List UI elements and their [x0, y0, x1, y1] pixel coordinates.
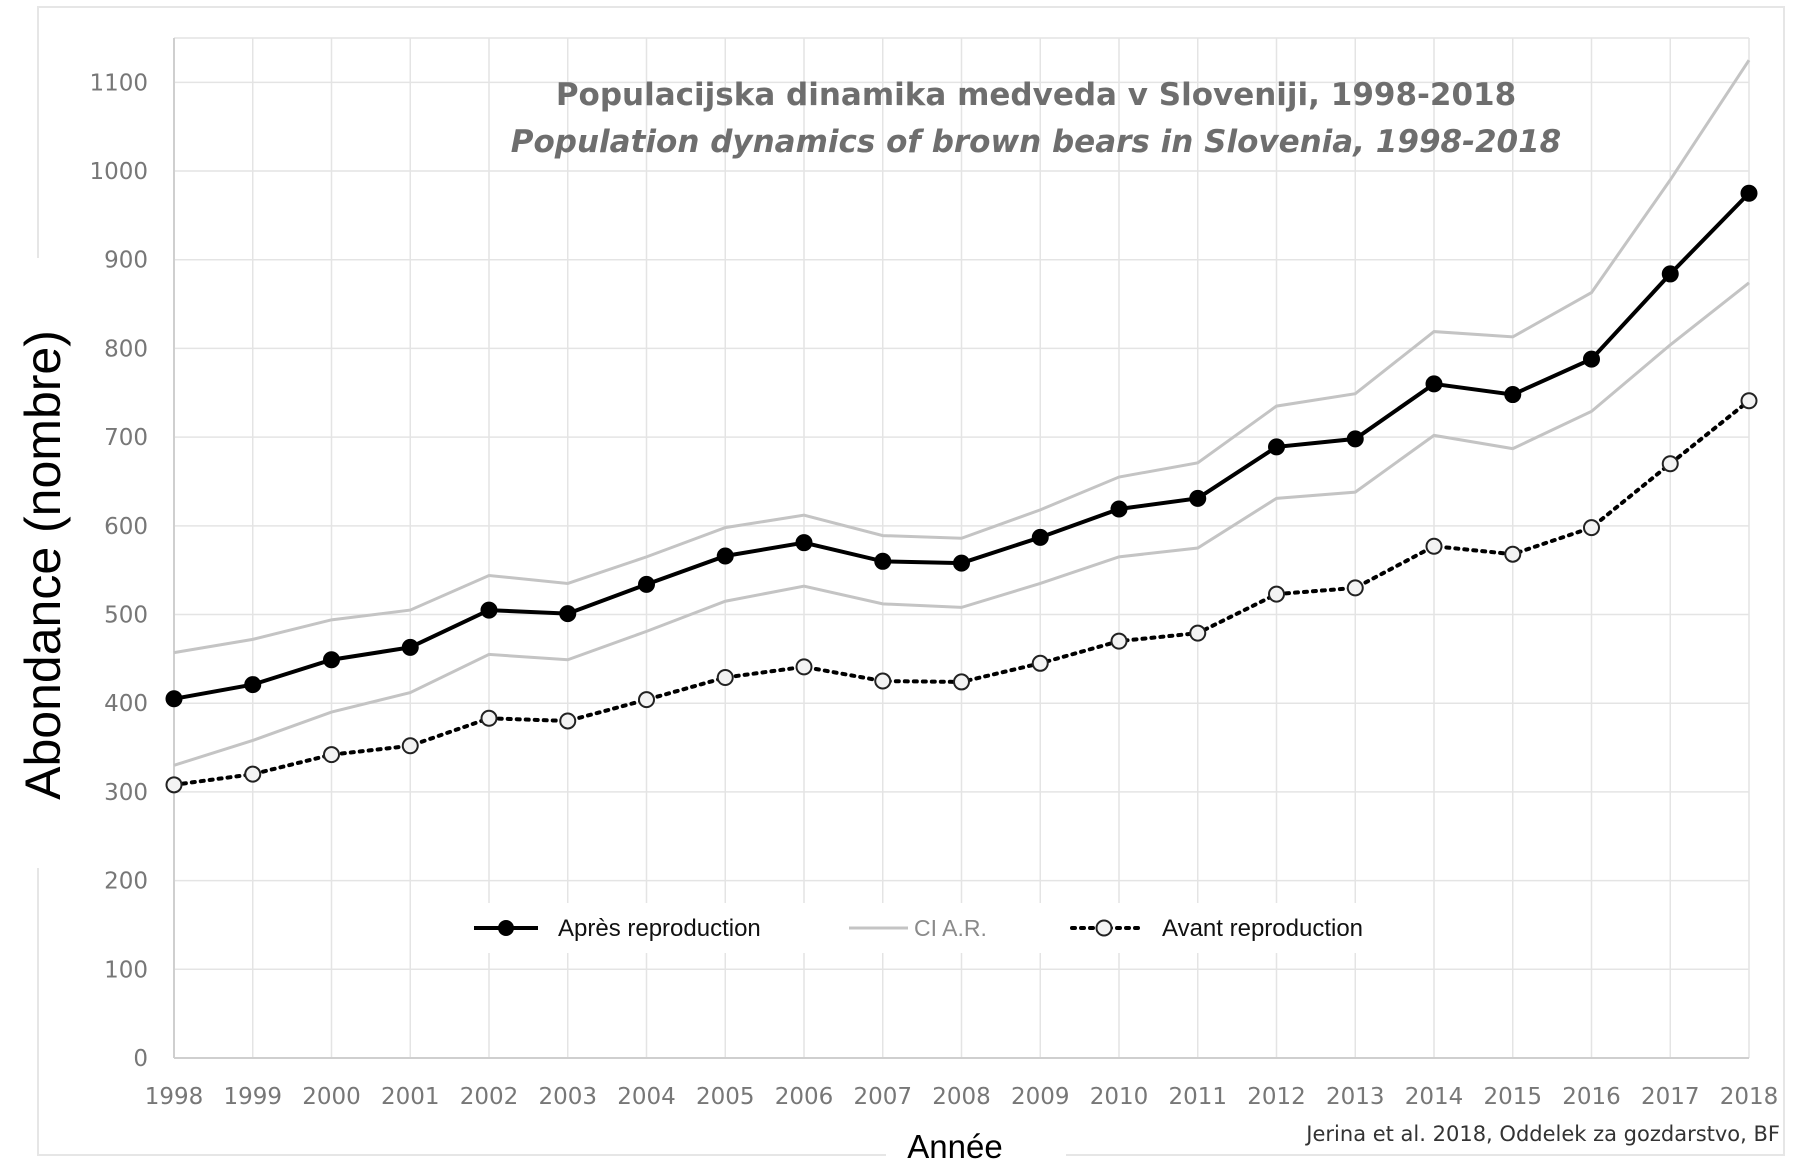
legend-apres-label: Après reproduction	[558, 915, 761, 942]
x-tick-2011: 2011	[1168, 1084, 1227, 1110]
legend-background	[450, 903, 1400, 953]
x-tick-2016: 2016	[1562, 1084, 1621, 1110]
x-axis-label: Année	[907, 1128, 1002, 1163]
x-tick-2003: 2003	[538, 1084, 597, 1110]
avant-point-1999	[244, 765, 262, 783]
x-tick-2008: 2008	[932, 1084, 991, 1110]
apres-point-2016	[1583, 350, 1600, 368]
apres-point-2010	[1110, 500, 1128, 518]
x-tick-2009: 2009	[1011, 1084, 1070, 1110]
y-axis-label: Abondance (nombre)	[15, 330, 71, 800]
avant-point-2018	[1740, 392, 1758, 410]
y-tick-labels: 0 100 200 300 400 500 600 700 800 900 1000 1100	[89, 70, 148, 1072]
avant-point-2016	[1583, 519, 1600, 537]
avant-point-2002	[480, 709, 498, 727]
ci-lower-line	[173, 281, 1750, 767]
avant-point-2008	[953, 673, 970, 691]
apres-point-2014	[1425, 375, 1443, 393]
x-tick-2015: 2015	[1483, 1084, 1542, 1110]
y-tick-500: 500	[104, 603, 148, 629]
legend-apres-swatch-marker	[498, 920, 514, 936]
apres-point-2002	[480, 601, 498, 619]
apres-point-2011	[1189, 489, 1207, 507]
apres-point-2006	[795, 534, 813, 552]
y-tick-600: 600	[104, 514, 148, 540]
y-tick-1100: 1100	[89, 70, 148, 96]
apres-point-2004	[638, 575, 655, 593]
ylabel-background	[8, 258, 72, 868]
apres-point-2000	[323, 651, 340, 669]
avant-point-2014	[1425, 537, 1443, 555]
y-tick-1000: 1000	[89, 159, 148, 185]
avant-point-2006	[795, 658, 813, 676]
x-tick-1998: 1998	[145, 1084, 204, 1110]
x-tick-2013: 2013	[1326, 1084, 1385, 1110]
x-tick-2001: 2001	[381, 1084, 440, 1110]
avant-point-2010	[1110, 632, 1128, 650]
apres-point-2012	[1268, 438, 1285, 456]
avant-point-2015	[1504, 545, 1522, 563]
apres-point-2005	[716, 547, 734, 565]
apres-point-1998	[165, 690, 183, 708]
x-tick-2007: 2007	[853, 1084, 912, 1110]
avant-point-2017	[1661, 455, 1679, 473]
avant-point-2001	[401, 737, 419, 755]
y-tick-300: 300	[104, 780, 148, 806]
x-tick-2004: 2004	[617, 1084, 676, 1110]
xlabel-background	[886, 1124, 1066, 1163]
x-tick-1999: 1999	[223, 1084, 282, 1110]
apres-point-2009	[1031, 528, 1049, 546]
source-credit: Jerina et al. 2018, Oddelek za gozdarstv…	[1304, 1122, 1780, 1146]
apres-point-2013	[1346, 430, 1364, 448]
x-tick-2005: 2005	[696, 1084, 755, 1110]
x-tick-2014: 2014	[1405, 1084, 1464, 1110]
avant-point-1998	[165, 776, 183, 794]
avant-point-2005	[716, 668, 734, 686]
y-tick-100: 100	[104, 957, 148, 983]
y-tick-800: 800	[104, 336, 148, 362]
x-tick-2018: 2018	[1720, 1084, 1779, 1110]
y-tick-0: 0	[133, 1046, 148, 1072]
avant-point-2004	[638, 691, 655, 709]
avant-point-2011	[1189, 624, 1207, 642]
data-series	[165, 59, 1758, 794]
y-tick-200: 200	[104, 869, 148, 895]
x-tick-2010: 2010	[1090, 1084, 1149, 1110]
x-tick-2002: 2002	[460, 1084, 519, 1110]
x-tick-2012: 2012	[1247, 1084, 1306, 1110]
avant-point-2013	[1346, 579, 1364, 597]
ci-upper-line	[173, 59, 1751, 655]
apres-point-2017	[1661, 265, 1679, 283]
x-tick-2006: 2006	[775, 1084, 834, 1110]
legend: Après reproduction CI A.R. Avant reproduct…	[450, 903, 1400, 953]
x-tick-2017: 2017	[1641, 1084, 1700, 1110]
avant-point-2000	[323, 746, 340, 764]
apres-point-2018	[1740, 184, 1758, 202]
avant-point-2012	[1268, 585, 1285, 603]
apres-point-1999	[244, 676, 262, 694]
y-tick-400: 400	[104, 691, 148, 717]
y-tick-900: 900	[104, 248, 148, 274]
avant-point-2003	[559, 712, 577, 730]
chart-subtitle: Population dynamics of brown bears in Sl…	[511, 124, 1561, 160]
y-tick-700: 700	[104, 425, 148, 451]
legend-avant-swatch-marker	[1095, 919, 1113, 937]
chart-title: Populacijska dinamika medveda v Slovenij…	[556, 77, 1516, 113]
x-tick-labels: 1998 1999 2000 2001 2002 2003 2004 2005 2006 2007…	[145, 1084, 1779, 1110]
avant-point-2007	[874, 672, 892, 690]
legend-avant-label: Avant reproduction	[1162, 915, 1363, 942]
apres-point-2015	[1504, 386, 1522, 404]
apres-point-2001	[401, 638, 419, 656]
legend-ci-label: CI A.R.	[914, 915, 987, 941]
avant-point-2009	[1031, 654, 1049, 672]
apres-point-2003	[559, 605, 577, 623]
apres-point-2008	[953, 554, 970, 572]
x-tick-2000: 2000	[302, 1084, 361, 1110]
apres-point-2007	[874, 552, 892, 570]
